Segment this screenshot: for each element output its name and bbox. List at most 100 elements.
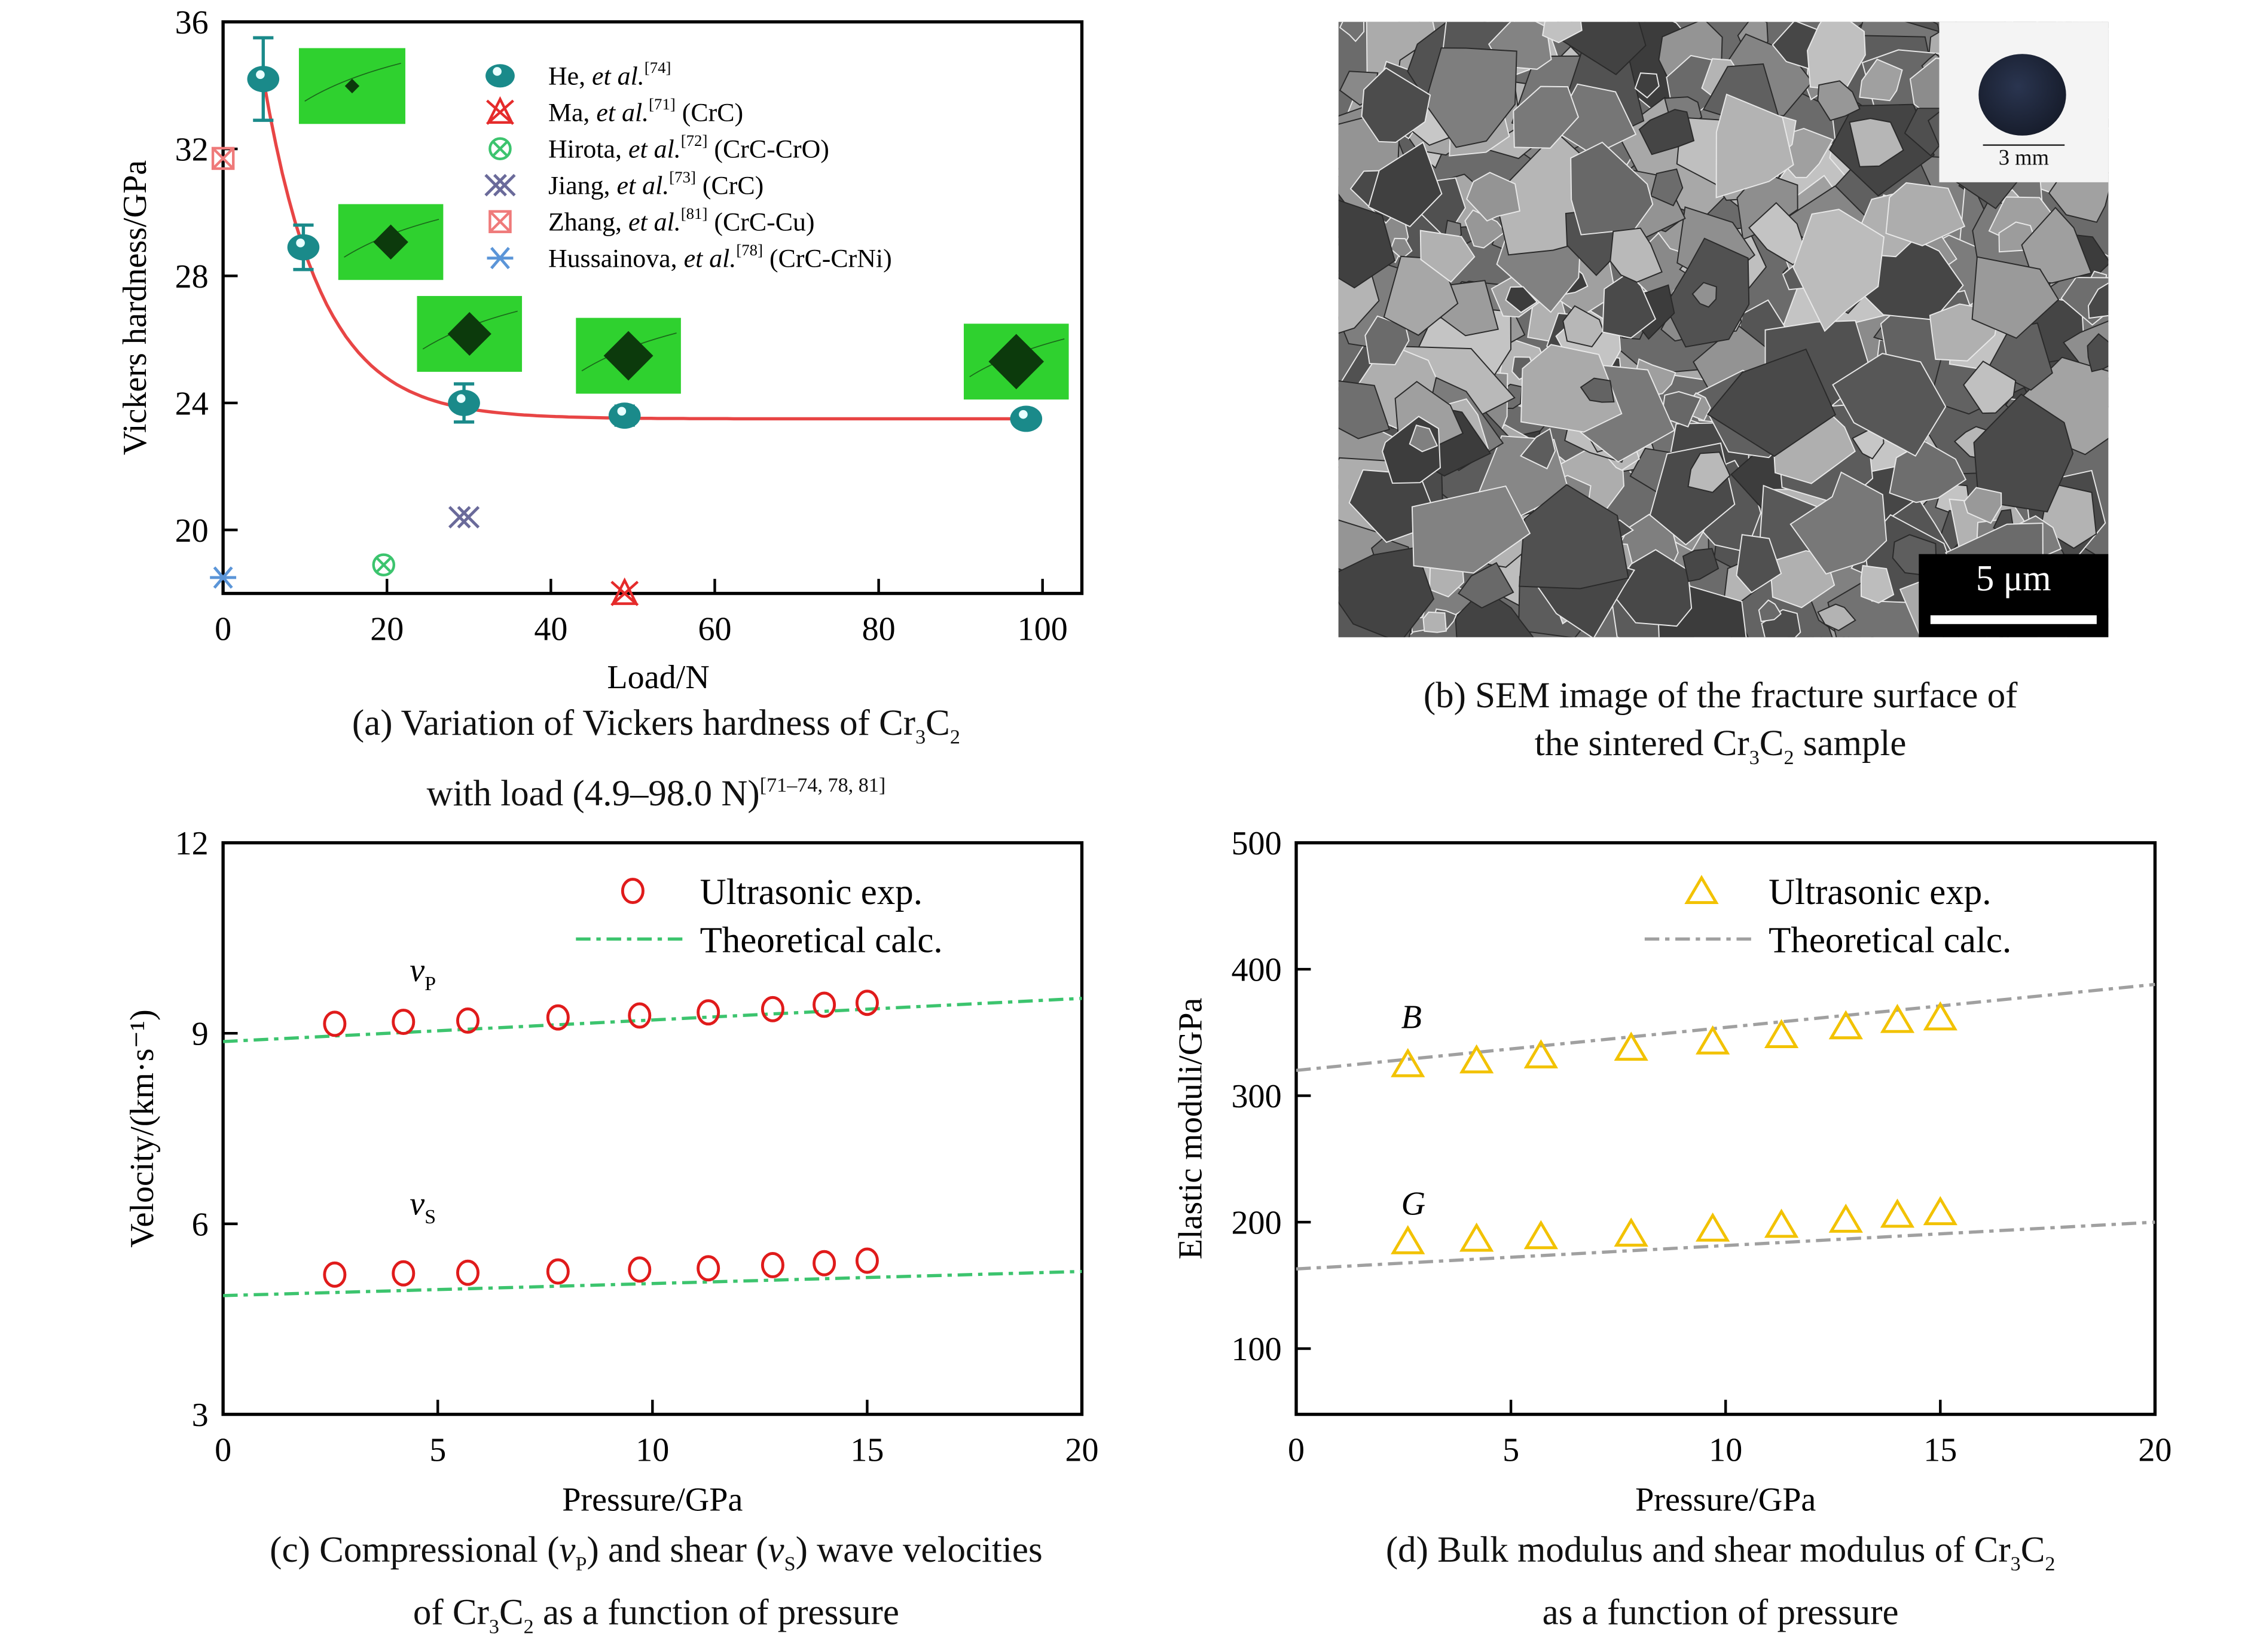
circle-marker (813, 991, 836, 1018)
grain-facet (1758, 599, 1782, 622)
sphere-marker (287, 234, 320, 261)
fit-curve (261, 77, 1027, 421)
grain-facet (1687, 451, 1731, 493)
chart-c: 0 5 10 15 20 3 6 9 12 Pressure/GPa Velocity/(km·s⁻… (124, 825, 1098, 1518)
triangle-marker (1764, 1208, 1799, 1238)
caption-text: of Cr (413, 1593, 489, 1633)
legend-name: Jiang, (548, 171, 617, 200)
legend-exp-label: Ultrasonic exp. (1769, 872, 1991, 912)
legend-label: Ma, et al.[71] (CrC) (548, 95, 743, 127)
sample-disc (1978, 54, 2066, 136)
sphere-marker (247, 66, 280, 93)
x-tick-label: 100 (1018, 611, 1068, 648)
y-tick-label: 32 (175, 132, 209, 169)
caption-text: as a function of pressure (533, 1593, 899, 1633)
x-tick-label: 15 (1923, 1432, 1957, 1469)
caption-text: C (1759, 725, 1784, 764)
caption-text: 3 (1749, 748, 1760, 770)
caption-text: ) wave velocities (795, 1531, 1043, 1571)
caption-text: (d) Bulk modulus and shear modulus of Cr (1385, 1531, 2011, 1571)
sphere-marker (485, 64, 515, 88)
x-tick-label: 20 (370, 611, 404, 648)
y-axis-label: Velocity/(km·s⁻¹) (124, 1009, 161, 1247)
caption-line: with load (4.9–98.0 N)[71–74, 78, 81] (219, 762, 1094, 818)
legend-label: Zhang, et al.[81] (CrC-Cu) (548, 204, 815, 237)
series-label-vS: vS (410, 1185, 436, 1228)
grain-facet (1682, 548, 1720, 582)
caption-text: ) and shear ( (587, 1531, 768, 1571)
caption-b: (b) SEM image of the fracture surface of… (1283, 672, 2158, 783)
caption-line: (d) Bulk modulus and shear modulus of Cr… (1283, 1526, 2158, 1589)
legend-note: (CrC-CrO) (707, 135, 829, 163)
legend-ref: [72] (681, 132, 708, 149)
x-tick-label: 5 (429, 1432, 446, 1469)
indent-diamond (988, 334, 1045, 390)
series-label-sub: P (424, 973, 436, 995)
grain-facet (1367, 141, 1443, 228)
caption-line: the sintered Cr3C2 sample (1283, 720, 2158, 783)
legend-note: (CrC-Cu) (707, 207, 814, 236)
crack-line (304, 63, 401, 102)
circle-marker (813, 1250, 836, 1277)
grain-facet (1885, 182, 1966, 246)
grain-facet (1715, 93, 1794, 199)
x-tick-label: 20 (2138, 1432, 2172, 1469)
marker-highlight (1019, 410, 1028, 419)
grain-facet (1889, 441, 1967, 503)
grain-facet (1638, 109, 1695, 155)
indent-micrograph (338, 204, 444, 280)
circle-marker (761, 1251, 784, 1278)
triangle-marker (1684, 875, 1719, 904)
grain-facet (1602, 272, 1657, 339)
series-label-G: G (1401, 1185, 1426, 1222)
grain-facet (1580, 377, 1615, 403)
grain-facet (1859, 59, 1903, 102)
y-tick-label: 300 (1231, 1078, 1281, 1115)
grain-facet (1519, 484, 1629, 590)
indent-micrograph (417, 296, 523, 372)
grain-facet (1761, 609, 1801, 637)
x-tick-label: 60 (698, 611, 731, 648)
caption-text: sample (1794, 725, 1907, 764)
caption-text: 3 (2010, 1554, 2021, 1577)
indent-micrograph (963, 323, 1069, 400)
caption-text: P (575, 1554, 587, 1577)
indent-micrograph (576, 317, 681, 394)
grain-facet (1458, 562, 1514, 609)
triangle-marker (1523, 1220, 1559, 1250)
caption-text: v (768, 1531, 784, 1571)
x-tick-label: 10 (1709, 1432, 1742, 1469)
legend-item: Jiang, et al.[73] (CrC) (484, 168, 763, 200)
circle-marker (697, 999, 720, 1026)
y-tick-label: 100 (1231, 1331, 1281, 1368)
theory-line-B (1296, 982, 2155, 1072)
legend-label: He, et al.[74] (548, 59, 671, 91)
grain-facet (1962, 361, 2017, 414)
grain-facet (1817, 603, 1856, 631)
sphere-marker (1010, 405, 1043, 432)
legend-item: Hussainova, et al.[78] (CrC-CrNi) (487, 241, 892, 273)
grain-facet (1464, 209, 1506, 249)
scale-bar (1930, 615, 2097, 624)
legend-ref: [78] (736, 241, 763, 259)
asterisk-marker (487, 246, 514, 270)
caption-c: (c) Compressional (vP) and shear (vS) wa… (219, 1526, 1094, 1652)
y-axis-label: Elastic moduli/GPa (1172, 998, 1209, 1260)
x-tick-label: 0 (215, 1432, 231, 1469)
circle-marker (546, 1004, 570, 1031)
caption-line: (c) Compressional (vP) and shear (vS) wa… (219, 1526, 1094, 1589)
inset-scale-label: 3 mm (1998, 147, 2050, 171)
triangle-marker (1923, 1001, 1957, 1031)
caption-line: (b) SEM image of the fracture surface of (1283, 672, 2158, 720)
legend-theory-label: Theoretical calc. (700, 920, 943, 960)
legend-item: Hirota, et al.[72] (CrC-CrO) (488, 132, 829, 163)
caption-text: C (499, 1593, 524, 1633)
circle-marker (323, 1261, 347, 1288)
x-axis-label: Pressure/GPa (1635, 1481, 1816, 1518)
grain-facet (1748, 201, 1807, 266)
grain-facet (2021, 206, 2093, 284)
grain-facet (1422, 611, 1447, 633)
grain-facet (1361, 67, 1431, 143)
x-tick-label: 20 (1065, 1432, 1098, 1469)
